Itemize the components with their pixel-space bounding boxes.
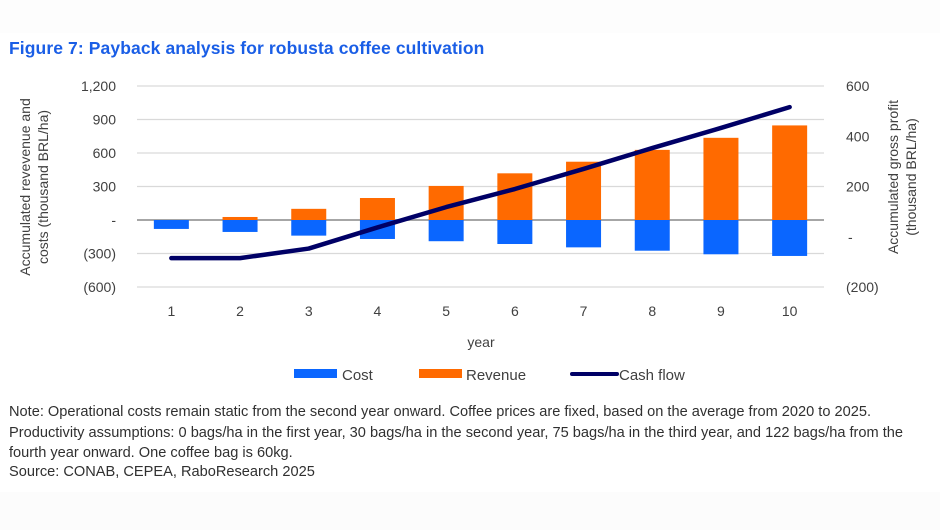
y2-tick-label: 600: [846, 78, 870, 94]
x-tick-label: 5: [442, 303, 450, 319]
x-tick-label: 7: [580, 303, 588, 319]
cash-flow-line: [169, 104, 792, 261]
cost-bar: [222, 220, 258, 232]
revenue-bar: [359, 198, 395, 220]
x-tick-label: 8: [648, 303, 656, 319]
x-axis-label: year: [467, 334, 495, 350]
payback-chart: 1,200 900 600 300 - (300) (600) 600 400 200 - (200…: [17, 78, 919, 384]
legend-label-cost: Cost: [342, 367, 374, 384]
cost-bar: [291, 220, 327, 236]
figure-title: Figure 7: Payback analysis for robusta c…: [9, 38, 485, 58]
footer-band: [0, 492, 940, 530]
revenue-bar: [772, 125, 808, 220]
right-axis-ticks: 600 400 200 - (200): [846, 78, 879, 295]
y-tick-label: (300): [83, 246, 116, 262]
x-tick-label: 6: [511, 303, 519, 319]
revenue-bar: [291, 208, 327, 220]
bars: [153, 125, 808, 256]
y2-tick-label: 400: [846, 128, 870, 144]
revenue-bar: [634, 149, 670, 220]
y-tick-label: (600): [83, 279, 116, 295]
y-axis-label-line1: Accumulated revevenue and: [17, 98, 33, 275]
y2-axis-label-line2: (thousand BRL/ha): [903, 118, 919, 236]
legend-label-cash-flow: Cash flow: [619, 367, 685, 384]
y2-tick-label: 200: [846, 179, 870, 195]
figure-note: Note: Operational costs remain static fr…: [9, 404, 904, 461]
header-band: [0, 0, 940, 33]
cost-bar: [772, 220, 808, 256]
figure-source: Source: CONAB, CEPEA, RaboResearch 2025: [9, 464, 315, 480]
y-tick-label: 600: [93, 145, 117, 161]
cost-bar: [497, 220, 533, 245]
y-tick-label: -: [111, 212, 116, 228]
x-tick-label: 10: [782, 303, 798, 319]
revenue-bar: [703, 137, 739, 220]
x-axis-ticks: 1 2 3 4 5 6 7 8 9 10: [167, 303, 797, 319]
y2-tick-label: -: [848, 229, 853, 245]
x-tick-label: 2: [236, 303, 244, 319]
legend-swatch-cost: [294, 369, 337, 378]
y2-axis-label-line1: Accumulated gross profit: [885, 100, 901, 254]
left-axis-ticks: 1,200 900 600 300 - (300) (600): [81, 78, 116, 295]
y2-tick-label: (200): [846, 279, 879, 295]
revenue-bar: [497, 173, 533, 220]
legend-label-revenue: Revenue: [466, 367, 526, 384]
y-axis-label-line2: costs (thousand BRL/ha): [35, 110, 51, 264]
legend-swatch-revenue: [419, 369, 462, 378]
cost-bar: [634, 220, 670, 251]
cost-bar: [703, 220, 739, 255]
x-tick-label: 4: [374, 303, 382, 319]
revenue-bar: [222, 216, 258, 220]
legend: Cost Revenue Cash flow: [294, 367, 685, 384]
cash-flow-line-group: [169, 104, 792, 261]
cost-bar: [566, 220, 602, 248]
y-tick-label: 1,200: [81, 78, 116, 94]
x-tick-label: 3: [305, 303, 313, 319]
x-tick-label: 9: [717, 303, 725, 319]
cost-bar: [153, 220, 189, 229]
y-tick-label: 900: [93, 112, 117, 128]
y-tick-label: 300: [93, 179, 117, 195]
cost-bar: [428, 220, 464, 242]
x-tick-label: 1: [167, 303, 175, 319]
